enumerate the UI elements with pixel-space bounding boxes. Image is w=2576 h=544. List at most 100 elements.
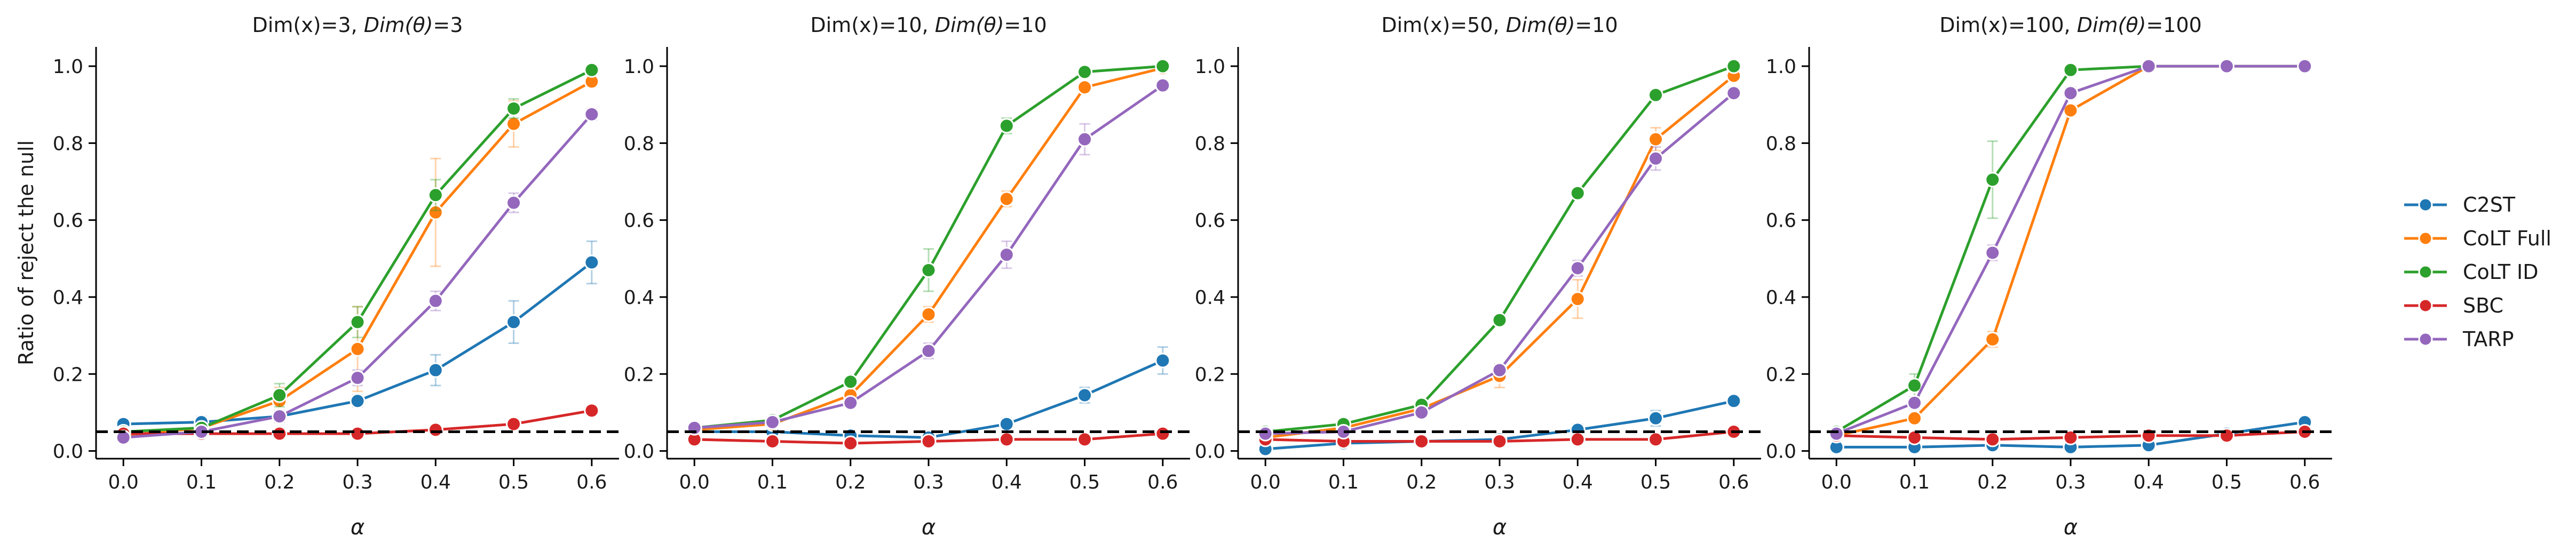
- x-tick-label: 0.4: [2134, 471, 2164, 493]
- data-point: [921, 262, 937, 278]
- data-point: [1155, 353, 1171, 369]
- data-point: [427, 293, 443, 309]
- data-point: [1077, 79, 1093, 95]
- x-tick-label: 0.4: [421, 471, 451, 493]
- panel-title: Dim(x)=3, Dim(θ)=3: [252, 13, 463, 37]
- x-tick-label: 0.3: [342, 471, 372, 493]
- data-point: [998, 247, 1014, 263]
- data-point: [584, 106, 600, 122]
- x-tick-label: 0.0: [1821, 471, 1852, 493]
- y-tick-label: 0.2: [1195, 364, 1225, 386]
- y-tick-label: 0.8: [53, 133, 83, 155]
- data-point: [1077, 387, 1093, 403]
- data-point: [1492, 362, 1508, 378]
- data-point: [2219, 58, 2235, 74]
- data-point: [1492, 434, 1508, 450]
- legend-label: CoLT ID: [2463, 260, 2538, 284]
- data-point: [1414, 404, 1430, 420]
- y-tick-label: 0.6: [624, 210, 654, 232]
- title-part: =10: [1575, 13, 1618, 37]
- y-tick-label: 0.4: [1766, 287, 1796, 309]
- panel-title: Dim(x)=50, Dim(θ)=10: [1381, 13, 1618, 37]
- y-tick-label: 1.0: [53, 56, 83, 78]
- series-line: [1836, 65, 2305, 437]
- data-point: [1257, 426, 1273, 442]
- data-point: [1492, 312, 1508, 328]
- data-point: [998, 431, 1014, 447]
- data-point: [427, 187, 443, 203]
- title-part-italic: Dim(θ): [2077, 13, 2146, 37]
- series-line: [1836, 65, 2305, 435]
- title-part-italic: Dim(θ): [364, 13, 433, 37]
- data-point: [1648, 431, 1664, 447]
- x-tick-label: 0.3: [1484, 471, 1515, 493]
- y-tick-label: 0.8: [1766, 133, 1796, 155]
- series-colt-id: [686, 58, 1171, 436]
- series-line: [694, 359, 1163, 439]
- series-sbc: [1828, 423, 2313, 447]
- x-tick-label: 0.6: [1147, 471, 1178, 493]
- x-axis-label: α: [351, 515, 364, 540]
- y-tick-label: 0.4: [53, 287, 83, 309]
- x-tick-label: 0.2: [1406, 471, 1437, 493]
- data-point: [921, 306, 937, 322]
- data-point: [1414, 434, 1430, 450]
- x-tick-label: 0.0: [679, 471, 710, 493]
- y-tick-label: 0.0: [53, 441, 83, 463]
- data-point: [1077, 64, 1093, 80]
- y-tick-label: 1.0: [1766, 56, 1796, 78]
- y-tick-label: 0.2: [53, 364, 83, 386]
- x-tick-label: 0.3: [2055, 471, 2086, 493]
- data-point: [843, 435, 859, 451]
- data-point: [1906, 429, 1922, 445]
- series-tarp: [1257, 85, 1742, 442]
- title-part-italic: Dim(θ): [935, 13, 1004, 37]
- data-point: [1155, 426, 1171, 442]
- data-point: [2063, 429, 2079, 445]
- chart-panel-3: Dim(x)=50, Dim(θ)=10 0.0 0.2 0.4 0.6 0.8 1.0 0.…: [1195, 13, 1761, 540]
- panel-title: Dim(x)=10, Dim(θ)=10: [810, 13, 1047, 37]
- y-axis-label: Ratio of reject the null: [14, 140, 38, 365]
- x-tick-label: 0.1: [1899, 471, 1930, 493]
- chart-panels: Dim(x)=3, Dim(θ)=3 0.0 0.2 0.4 0.6 0.8 1.0 0.0 0…: [14, 13, 2332, 540]
- data-point: [427, 204, 443, 220]
- chart-panel-1: Dim(x)=3, Dim(θ)=3 0.0 0.2 0.4 0.6 0.8 1.0 0.0 0…: [14, 13, 619, 540]
- data-point: [2063, 62, 2079, 78]
- series-c2st: [686, 346, 1171, 445]
- legend-marker: [2418, 197, 2433, 212]
- legend-label: C2ST: [2463, 193, 2516, 217]
- x-axis-label: α: [922, 515, 936, 540]
- data-point: [272, 426, 288, 442]
- x-tick-label: 0.6: [1718, 471, 1749, 493]
- title-part: Dim(x)=50,: [1381, 13, 1505, 37]
- x-tick-label: 0.5: [2212, 471, 2242, 493]
- data-point: [1077, 431, 1093, 447]
- y-tick-label: 0.2: [1766, 364, 1796, 386]
- x-tick-label: 0.1: [757, 471, 788, 493]
- data-point: [998, 191, 1014, 207]
- title-part: =10: [1004, 13, 1047, 37]
- data-point: [998, 416, 1014, 432]
- data-point: [1985, 431, 2001, 447]
- x-tick-label: 0.4: [992, 471, 1022, 493]
- data-point: [506, 416, 522, 432]
- x-tick-label: 0.0: [108, 471, 139, 493]
- y-tick-label: 1.0: [1195, 56, 1225, 78]
- x-tick-label: 0.6: [2289, 471, 2320, 493]
- x-tick-label: 0.3: [913, 471, 944, 493]
- x-tick-label: 0.5: [1640, 471, 1671, 493]
- legend-entry-sbc: SBC: [2404, 294, 2503, 317]
- series-colt-full: [115, 74, 600, 444]
- data-point: [272, 387, 288, 403]
- title-part: =100: [2146, 13, 2201, 37]
- x-tick-label: 0.6: [576, 471, 607, 493]
- data-point: [1985, 245, 2001, 261]
- series-line: [1835, 65, 2305, 433]
- data-point: [1077, 131, 1093, 147]
- legend-marker: [2418, 298, 2433, 313]
- data-point: [2063, 102, 2079, 118]
- series-tarp: [115, 106, 600, 445]
- data-point: [1648, 87, 1664, 103]
- data-point: [350, 314, 366, 330]
